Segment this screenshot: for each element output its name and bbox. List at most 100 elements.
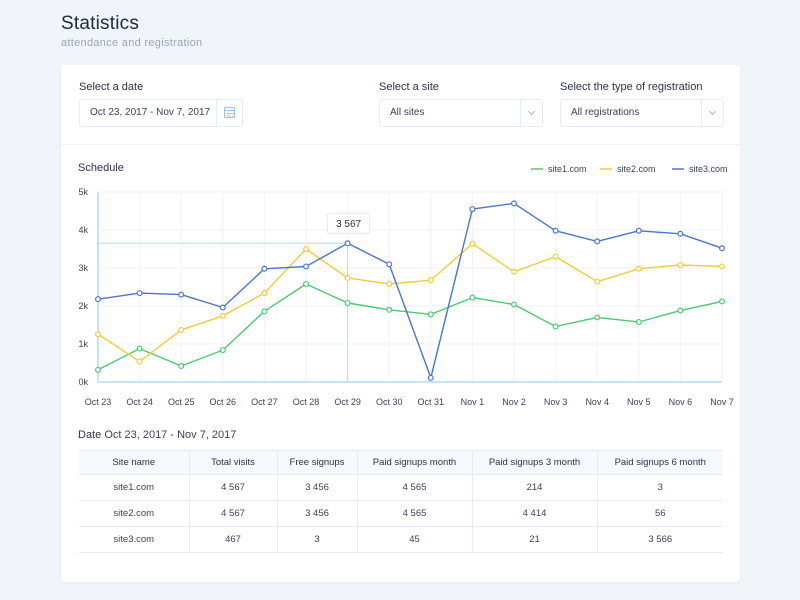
data-point — [635, 318, 642, 325]
site-select-toggle[interactable] — [520, 100, 542, 126]
x-tick-label: Nov 1 — [461, 397, 485, 407]
table-cell: 21 — [471, 526, 598, 553]
table-cell: 56 — [596, 500, 723, 527]
data-point — [594, 238, 601, 245]
x-tick-label: Oct 31 — [418, 397, 445, 407]
site-select-value: All sites — [390, 107, 425, 118]
page-subtitle: attendance and registration — [61, 37, 203, 49]
x-tick-label: Oct 30 — [376, 397, 403, 407]
registration-type-toggle[interactable] — [701, 100, 723, 126]
registration-type-select[interactable]: All registrations — [560, 99, 724, 127]
data-point — [718, 263, 725, 270]
table-cell: 3 456 — [276, 474, 358, 501]
table-cell: 4 414 — [471, 500, 598, 527]
y-tick-label: 3k — [78, 263, 88, 273]
x-tick-label: Nov 6 — [669, 397, 693, 407]
data-point — [219, 347, 226, 354]
x-tick-label: Oct 24 — [126, 397, 153, 407]
data-point — [261, 265, 268, 272]
table-cell: 4 567 — [188, 500, 278, 527]
x-tick-label: Oct 29 — [334, 397, 361, 407]
data-point — [136, 345, 143, 352]
data-point — [552, 227, 559, 234]
registration-type-value: All registrations — [571, 107, 640, 118]
table-cell: 3 — [276, 526, 358, 553]
data-point — [261, 290, 268, 297]
table-cell: 214 — [471, 474, 598, 501]
data-point — [635, 227, 642, 234]
data-point — [94, 331, 101, 338]
x-tick-label: Oct 26 — [210, 397, 237, 407]
table-cell: 467 — [188, 526, 278, 553]
data-point — [427, 277, 434, 284]
data-point — [178, 326, 185, 333]
data-point — [344, 299, 351, 306]
data-point — [219, 312, 226, 319]
column-header[interactable]: Free signups — [276, 450, 358, 475]
x-tick-label: Nov 5 — [627, 397, 651, 407]
section-divider — [61, 144, 740, 145]
table-date-caption: Date Oct 23, 2017 - Nov 7, 2017 — [78, 429, 236, 441]
series-line-site1.com — [97, 283, 723, 371]
x-tick-label: Nov 2 — [502, 397, 526, 407]
data-point — [344, 240, 351, 247]
data-point — [469, 240, 476, 247]
data-point — [594, 278, 601, 285]
table-cell: 3 456 — [276, 500, 358, 527]
table-cell: 3 566 — [596, 526, 723, 553]
legend-label: site1.com — [548, 164, 587, 174]
table-cell: 4 565 — [356, 500, 473, 527]
site-select[interactable]: All sites — [379, 99, 543, 127]
x-tick-label: Oct 27 — [251, 397, 278, 407]
table-cell: 3 — [596, 474, 723, 501]
data-point — [469, 294, 476, 301]
page-title: Statistics — [61, 13, 140, 34]
tooltip-box — [327, 212, 371, 234]
series-line-site3.com — [97, 202, 723, 379]
data-point — [552, 253, 559, 260]
data-point — [178, 291, 185, 298]
data-point — [94, 296, 101, 303]
data-point — [136, 290, 143, 297]
data-point — [303, 280, 310, 287]
table-date-range: Oct 23, 2017 - Nov 7, 2017 — [104, 429, 237, 441]
x-tick-label: Nov 4 — [585, 397, 609, 407]
data-point — [344, 274, 351, 281]
x-tick-label: Nov 7 — [710, 397, 734, 407]
column-header[interactable]: Total visits — [188, 450, 278, 475]
x-tick-label: Oct 28 — [293, 397, 320, 407]
data-point — [178, 363, 185, 370]
tooltip-value: 3 567 — [336, 219, 361, 230]
site-select-label: Select a site — [379, 81, 439, 93]
date-range-field[interactable]: Oct 23, 2017 - Nov 7, 2017 — [79, 99, 243, 127]
table-row: site1.com 4 567 3 456 4 565 214 3 — [79, 474, 723, 501]
data-point — [386, 280, 393, 287]
legend-label: site3.com — [689, 164, 728, 174]
statistics-table: Site name Total visits Free signups Paid… — [79, 450, 723, 553]
data-point — [677, 261, 684, 268]
column-header[interactable]: Paid signups 6 month — [596, 450, 723, 475]
y-tick-label: 1k — [78, 339, 88, 349]
table-cell: site3.com — [79, 526, 190, 553]
column-header[interactable]: Paid signups 3 month — [471, 450, 598, 475]
data-point — [427, 311, 434, 318]
column-header[interactable]: Site name — [79, 450, 190, 475]
y-tick-label: 5k — [78, 187, 88, 197]
calendar-button[interactable] — [216, 100, 242, 126]
data-point — [386, 261, 393, 268]
table-row: site3.com 467 3 45 21 3 566 — [79, 526, 723, 553]
column-header[interactable]: Paid signups month — [356, 450, 473, 475]
data-point — [635, 265, 642, 272]
x-tick-label: Oct 25 — [168, 397, 195, 407]
y-tick-label: 0k — [78, 377, 88, 387]
table-cell: site1.com — [79, 474, 190, 501]
y-tick-label: 4k — [78, 225, 88, 235]
data-point — [552, 323, 559, 330]
chart-title: Schedule — [78, 162, 124, 174]
calendar-icon — [224, 107, 235, 118]
registration-type-label: Select the type of registration — [560, 81, 703, 93]
data-point — [511, 268, 518, 275]
table-row: site2.com 4 567 3 456 4 565 4 414 56 — [79, 500, 723, 527]
data-point — [303, 263, 310, 270]
data-point — [677, 230, 684, 237]
